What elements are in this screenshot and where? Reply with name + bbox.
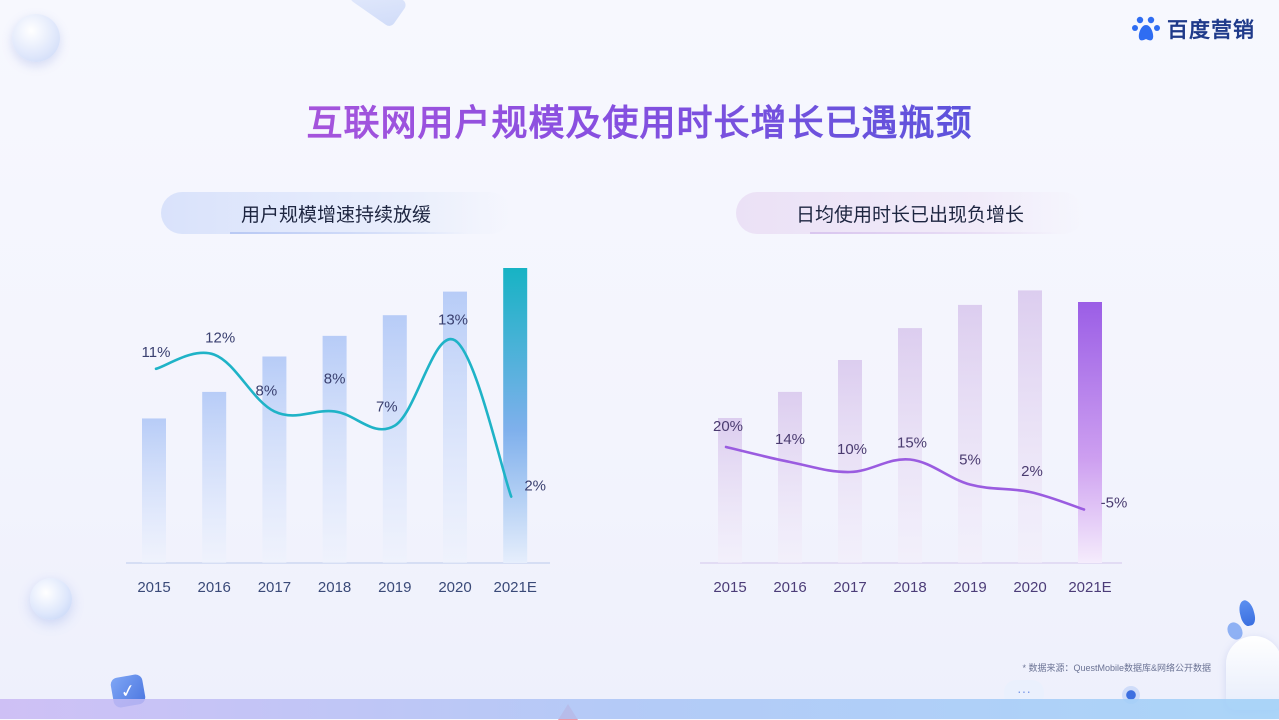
bar-2020 bbox=[443, 291, 467, 563]
x-tick-label: 2017 bbox=[258, 579, 291, 596]
bar-2021E bbox=[503, 268, 528, 563]
x-tick-label: 2015 bbox=[713, 579, 746, 596]
data-label: 10% bbox=[837, 441, 867, 458]
bottom-gradient-bar bbox=[0, 699, 1279, 719]
bar-2015 bbox=[142, 418, 166, 563]
decorative-bulb-shape bbox=[12, 14, 60, 62]
x-tick-label: 2016 bbox=[773, 579, 806, 596]
x-tick-label: 2018 bbox=[893, 579, 926, 596]
bar-2020 bbox=[1018, 290, 1042, 563]
left-chart: 2015 2016 2017 2018 2019 2020 2021E 11% 12% 8% 8% 7… bbox=[126, 268, 550, 596]
logo-text: 百度营销 bbox=[1167, 19, 1255, 42]
bar-2019 bbox=[382, 315, 407, 563]
x-tick-label: 2020 bbox=[438, 579, 471, 596]
x-tick-label: 2018 bbox=[318, 579, 351, 596]
x-tick-label: 2017 bbox=[833, 579, 866, 596]
left-chart-title: 用户规模增速持续放缓 bbox=[240, 204, 431, 226]
bar-2018 bbox=[322, 335, 347, 563]
left-chart-title-pill: 用户规模增速持续放缓 bbox=[161, 192, 511, 234]
left-pill-underline bbox=[230, 232, 468, 234]
data-label: 20% bbox=[713, 418, 743, 435]
growth-rate-line bbox=[154, 337, 513, 498]
data-label: 8% bbox=[324, 370, 346, 387]
page-title: 互联网用户规模及使用时长增长已遇瓶颈 bbox=[0, 94, 1279, 146]
bar-2021E bbox=[1078, 302, 1102, 563]
x-tick-label: 2020 bbox=[1013, 579, 1046, 596]
data-label: 5% bbox=[959, 452, 981, 469]
right-chart-title: 日均使用时长已出现负增长 bbox=[795, 204, 1024, 226]
x-tick-label: 2019 bbox=[378, 579, 411, 596]
bar-2015 bbox=[718, 418, 742, 563]
data-label: 12% bbox=[205, 330, 235, 347]
data-label: 13% bbox=[438, 311, 468, 328]
bar-2019 bbox=[958, 304, 982, 563]
bar-2017 bbox=[262, 356, 287, 563]
right-chart-title-pill: 日均使用时长已出现负增长 bbox=[736, 192, 1084, 234]
x-tick-label: 2021E bbox=[1068, 579, 1111, 596]
source-note: * 数据来源：QuestMobile数据库&网络公开数据 bbox=[1022, 663, 1211, 673]
data-label: 2% bbox=[524, 478, 546, 495]
right-chart: 2015 2016 2017 2018 2019 2020 2021E 20% 14% 10% 15… bbox=[700, 290, 1127, 596]
x-tick-label: 2016 bbox=[198, 579, 231, 596]
x-tick-label: 2015 bbox=[137, 579, 170, 596]
bar-2016 bbox=[778, 391, 802, 563]
data-label: 2% bbox=[1021, 463, 1043, 480]
data-label: 15% bbox=[897, 435, 927, 452]
data-label: 14% bbox=[775, 431, 805, 448]
data-label: 7% bbox=[376, 399, 398, 416]
bar-2017 bbox=[838, 360, 862, 563]
data-label: 8% bbox=[256, 382, 278, 399]
bar-2018 bbox=[898, 328, 922, 563]
x-tick-label: 2021E bbox=[494, 579, 537, 596]
decorative-orb-shape bbox=[30, 578, 72, 620]
baidu-paw-icon bbox=[1132, 16, 1160, 41]
right-pill-underline bbox=[810, 232, 1060, 234]
x-tick-label: 2019 bbox=[953, 579, 986, 596]
data-label: -5% bbox=[1101, 495, 1128, 512]
bar-2016 bbox=[202, 391, 227, 563]
baidu-marketing-logo: 百度营销 bbox=[1131, 14, 1255, 44]
decorative-mascot-shape bbox=[1222, 598, 1279, 710]
growth-rate-line bbox=[724, 445, 1086, 511]
data-label: 11% bbox=[142, 344, 171, 361]
